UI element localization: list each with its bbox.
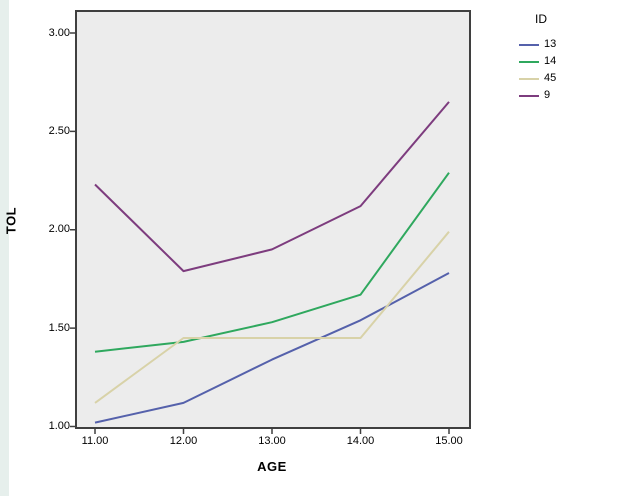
x-tick-label: 11.00 [81,435,109,447]
y-tick-label: 3.00 [48,26,70,39]
legend-entry-14: 14 [516,53,596,70]
y-tick-label: 2.00 [48,223,70,236]
legend-rows: 13 14 45 9 [516,36,596,104]
series-line-14 [94,172,450,353]
series-line-45 [94,231,450,404]
x-tick-label: 13.00 [258,435,286,447]
legend-label: 9 [544,89,551,101]
y-axis-title: TOL [3,206,19,235]
left-strip [0,0,9,496]
x-tick-label: 15.00 [435,435,463,447]
legend: ID 13 14 45 9 [516,12,596,104]
series-line-13 [94,272,450,424]
legend-label: 14 [544,55,557,67]
legend-label: 13 [544,38,557,50]
legend-swatch-14 [519,60,539,63]
x-tick-label: 14.00 [346,435,375,447]
plot-frame [75,10,471,429]
y-tick-label: 1.50 [48,321,70,334]
legend-title: ID [535,12,547,26]
legend-label: 45 [544,72,557,84]
series-line-9 [94,101,450,273]
y-tick-label: 1.00 [48,420,70,432]
legend-swatch-13 [519,43,539,46]
legend-entry-9: 9 [516,87,596,104]
y-tick-label: 2.50 [48,124,70,137]
legend-swatch-9 [519,94,539,97]
legend-entry-45: 45 [516,70,596,87]
legend-swatch-45 [519,77,539,80]
x-tick-label: 12.00 [169,435,198,447]
x-axis-title: AGE [257,459,287,474]
legend-entry-13: 13 [516,36,596,53]
